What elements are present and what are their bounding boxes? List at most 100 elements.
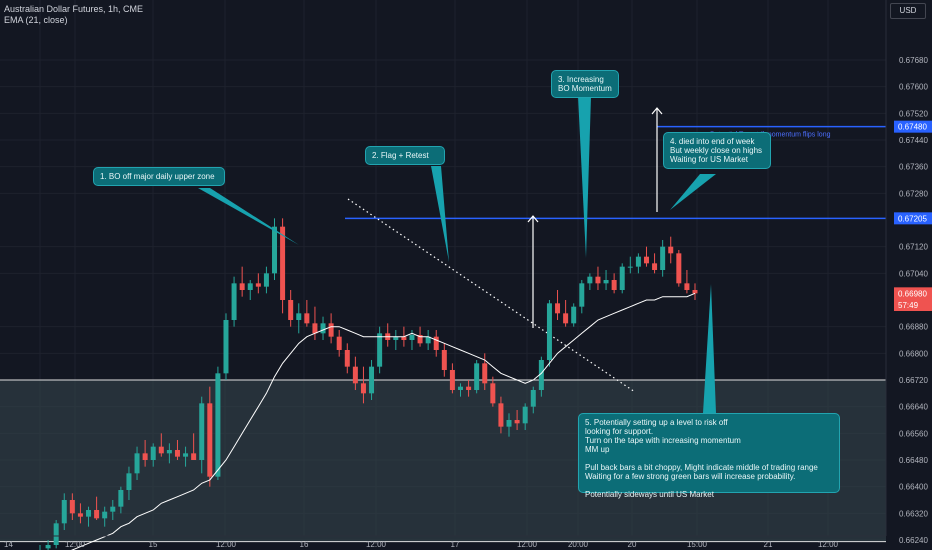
candle-16: [166, 443, 172, 464]
candle-57: [498, 396, 504, 434]
candle-68: [587, 273, 593, 290]
candle-34: [312, 306, 318, 340]
y-tick-12: 0.66560: [899, 429, 928, 438]
annotation-4[interactable]: 4. died into end of week But weekly clos…: [663, 132, 771, 169]
candle-19: [191, 433, 197, 460]
candle-59: [514, 410, 520, 430]
candle-49: [433, 330, 439, 357]
candle-5: [77, 503, 83, 524]
price-label-bg-1: [894, 212, 932, 225]
candle-37: [336, 330, 342, 357]
candle-14: [150, 443, 156, 467]
y-tick-7: 0.67040: [899, 269, 928, 278]
x-tick-10: 15:00: [687, 540, 708, 549]
x-tick-6: 17: [451, 540, 460, 549]
y-tick-5: 0.67280: [899, 189, 928, 198]
x-tick-8: 20:00: [568, 540, 589, 549]
candle-2: [53, 520, 59, 549]
candle-64: [555, 290, 561, 320]
candle-30: [280, 218, 286, 314]
pointer-1: [198, 188, 299, 245]
flag-trendline: [347, 198, 636, 393]
y-tick-4: 0.67360: [899, 163, 928, 172]
y-tick-11: 0.66640: [899, 403, 928, 412]
candle-54: [474, 360, 480, 394]
price-label-1: 0.67205: [898, 214, 927, 223]
annotation-1[interactable]: 1. BO off major daily upper zone: [93, 167, 225, 186]
candle-52: [457, 383, 463, 397]
candle-31: [288, 290, 294, 327]
candle-67: [579, 280, 585, 314]
y-tick-10: 0.66720: [899, 376, 928, 385]
y-tick-1: 0.67600: [899, 83, 928, 92]
candle-44: [393, 330, 399, 350]
candle-21: [207, 386, 213, 487]
annotation-2[interactable]: 2. Flag + Retest: [365, 146, 445, 165]
candle-73: [627, 256, 633, 274]
candle-28: [263, 266, 269, 294]
candle-27: [255, 273, 261, 294]
candle-29: [272, 218, 278, 280]
x-tick-0: 14: [4, 540, 13, 549]
x-tick-7: 12:00: [517, 540, 538, 549]
x-tick-9: 20: [628, 540, 637, 549]
candle-42: [377, 326, 383, 374]
breakout-arrow: [527, 215, 539, 328]
candle-0: [39, 545, 41, 550]
y-tick-15: 0.66320: [899, 509, 928, 518]
candle-61: [530, 386, 536, 414]
annotation-3[interactable]: 3. Increasing BO Momentum: [551, 70, 619, 98]
candle-7: [94, 496, 100, 520]
candle-79: [676, 250, 682, 287]
candle-26: [247, 280, 253, 300]
indicator-legend[interactable]: EMA (21, close): [4, 15, 68, 25]
candle-36: [328, 313, 334, 344]
pointer-4: [670, 174, 716, 210]
price-label-bg-3: [894, 299, 932, 311]
candle-76: [652, 253, 658, 274]
candle-66: [571, 303, 577, 327]
candle-6: [86, 506, 92, 527]
pointer-3: [578, 96, 591, 258]
x-tick-1: 12:00: [65, 540, 86, 549]
candle-58: [506, 413, 512, 437]
x-tick-11: 21: [764, 540, 773, 549]
price-label-0: 0.67480: [898, 123, 927, 132]
candle-69: [595, 266, 601, 290]
x-tick-3: 12:00: [216, 540, 237, 549]
candle-18: [183, 446, 189, 467]
candle-32: [296, 303, 302, 334]
candle-63: [546, 300, 552, 367]
candle-11: [126, 466, 132, 500]
candle-25: [239, 266, 245, 297]
currency-button[interactable]: USD: [890, 3, 926, 19]
x-tick-5: 12:00: [366, 540, 387, 549]
price-label-2: 0.66980: [898, 289, 927, 298]
candle-12: [134, 446, 140, 480]
price-label-bg-2: [894, 287, 932, 300]
price-label-3: 57:49: [898, 301, 919, 310]
y-tick-14: 0.66400: [899, 483, 928, 492]
candle-72: [619, 263, 625, 294]
candle-62: [538, 356, 544, 397]
annotation-5[interactable]: 5. Potentially setting up a level to ris…: [578, 413, 840, 499]
candle-71: [611, 273, 617, 294]
candle-50: [441, 343, 447, 377]
pointer-2: [431, 166, 449, 262]
candle-8: [102, 506, 108, 527]
target-arrow: [651, 107, 663, 212]
y-tick-2: 0.67520: [899, 109, 928, 118]
candle-22: [215, 366, 221, 480]
candle-17: [174, 440, 180, 460]
y-tick-8: 0.66880: [899, 323, 928, 332]
candle-3: [61, 493, 67, 530]
candle-77: [660, 240, 666, 277]
candle-56: [490, 376, 496, 407]
ema-line: [70, 292, 696, 550]
candle-4: [69, 493, 75, 520]
candle-33: [304, 300, 310, 327]
candle-24: [231, 276, 237, 327]
candle-20: [199, 396, 205, 474]
candle-35: [320, 316, 326, 340]
